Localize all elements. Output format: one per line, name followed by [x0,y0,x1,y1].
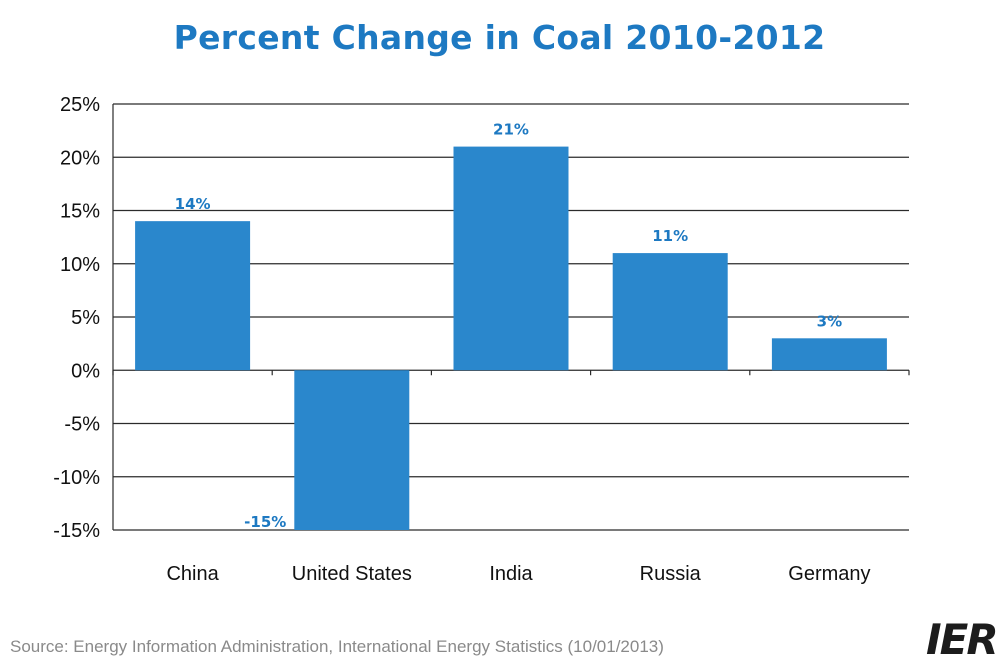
source-note: Source: Energy Information Administratio… [10,637,664,656]
y-tick-label: -5% [64,414,100,436]
bar [612,253,728,371]
ier-logo: IER [926,615,999,664]
y-tick-label: -15% [53,520,100,542]
data-label: 21% [493,121,529,139]
y-axis-tick-labels: 25% 20% 15% 10% 5% 0% -5% -10% -15% [53,94,100,542]
data-label: 11% [652,227,688,245]
bar [135,221,251,371]
y-tick-label: 0% [71,360,100,382]
chart-title: Percent Change in Coal 2010-2012 [173,18,826,57]
y-tick-label: 25% [60,94,100,116]
bar [771,338,887,371]
bar [294,370,410,530]
x-tick-label: China [166,563,219,585]
x-tick-label: Germany [788,563,870,585]
bar [453,146,569,371]
y-tick-label: 5% [71,307,100,329]
bars [135,146,887,530]
y-tick-label: 15% [60,201,100,223]
data-label: -15% [244,513,286,531]
y-tick-label: -10% [53,467,100,489]
data-label: 3% [817,312,842,330]
data-label: 14% [175,195,211,213]
data-labels: 14% -15% 21% 11% 3% [175,121,842,531]
x-tick-label: India [489,563,533,585]
x-tick-label: United States [292,563,412,585]
x-tick-label: Russia [640,563,702,585]
x-axis-category-labels: China United States India Russia Germany [166,563,870,585]
y-tick-label: 20% [60,147,100,169]
y-tick-label: 10% [60,254,100,276]
